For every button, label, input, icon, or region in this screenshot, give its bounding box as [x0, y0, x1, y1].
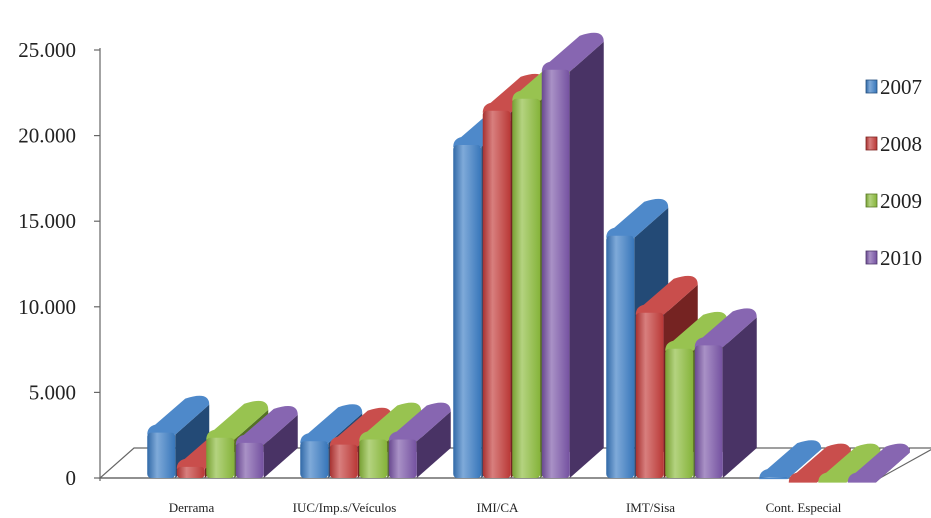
bar-front-face — [694, 345, 723, 478]
bar-front-face — [359, 439, 388, 478]
bar-front-face — [235, 442, 264, 478]
bar-top-face — [235, 406, 298, 445]
bar-front-face — [759, 477, 788, 478]
bar-top-face — [694, 308, 757, 348]
bar-front-face — [606, 235, 635, 478]
x-tick-label-cont-especial: Cont. Especial — [766, 500, 842, 515]
bar-side-face — [722, 317, 757, 478]
legend-label: 2010 — [880, 246, 922, 270]
bar-top-face — [329, 407, 392, 447]
bar-top-face — [147, 395, 210, 435]
bar-front-face — [665, 348, 694, 478]
bar-iuc-imp-s-ve-culos-2010 — [388, 402, 451, 478]
chart-bars — [147, 32, 910, 483]
y-tick-label: 20.000 — [18, 124, 76, 148]
y-tick-label: 5.000 — [29, 380, 76, 404]
bar-front-face — [388, 439, 417, 478]
legend-item-2008: 2008 — [865, 132, 922, 156]
bar-front-face — [482, 110, 511, 478]
legend-label: 2007 — [880, 75, 922, 99]
legend-item-2007: 2007 — [865, 75, 922, 99]
bar-top-face — [606, 198, 669, 238]
bar-side-face — [569, 41, 604, 479]
bar-imi-ca-2010 — [541, 32, 604, 479]
bar-top-face — [300, 404, 363, 444]
bar-top-face — [788, 443, 851, 483]
y-tick-label: 10.000 — [18, 295, 76, 319]
legend-label: 2008 — [880, 132, 922, 156]
legend-item-2010: 2010 — [865, 246, 922, 270]
legend-swatch — [865, 193, 878, 208]
bar-front-face — [206, 437, 235, 478]
bar-imt-sisa-2010 — [694, 308, 757, 478]
chart-legend: 2007 2008 2009 2010 — [865, 75, 922, 270]
legend-item-2009: 2009 — [865, 189, 922, 213]
bar-top-face — [388, 402, 451, 442]
bar-top-face — [759, 440, 822, 480]
bar-top-face — [359, 402, 422, 442]
x-tick-label-iuc-imp-s-ve-culos: IUC/Imp.s/Veículos — [293, 500, 397, 515]
y-tick-label: 15.000 — [18, 209, 76, 233]
bar-front-face — [512, 98, 541, 479]
bar-top-face — [541, 32, 604, 72]
legend-swatch — [865, 79, 878, 94]
y-tick-label: 25.000 — [18, 38, 76, 62]
legend-label: 2009 — [880, 189, 922, 213]
bar-top-face — [635, 275, 698, 315]
bar-top-face — [206, 400, 269, 440]
bar-top-face — [818, 443, 881, 483]
bar-side-face — [263, 414, 298, 478]
bar-top-face — [665, 311, 728, 351]
chart-axes: 0 5.000 10.000 15.000 20.000 25.000 Derrama IUC… — [18, 38, 880, 515]
x-tick-label-imt-sisa: IMT/Sisa — [626, 500, 675, 515]
bar-cont-especial-2007 — [759, 440, 822, 480]
legend-swatch — [865, 136, 878, 151]
bar-front-face — [541, 69, 570, 479]
bar-front-face — [329, 444, 358, 478]
bar-derrama-2010 — [235, 406, 298, 478]
bar-front-face — [147, 432, 176, 478]
y-tick-label: 0 — [66, 466, 77, 490]
bar-cont-especial-2010 — [847, 443, 910, 483]
bar-front-face — [300, 441, 329, 478]
x-tick-label-imi-ca: IMI/CA — [477, 500, 520, 515]
bar-front-face — [453, 145, 482, 479]
bar-front-face — [635, 312, 664, 478]
x-tick-label-derrama: Derrama — [169, 500, 215, 515]
bar-top-face — [847, 443, 910, 483]
bar-front-face — [176, 466, 205, 478]
legend-swatch — [865, 250, 878, 265]
bar-side-face — [416, 411, 451, 478]
